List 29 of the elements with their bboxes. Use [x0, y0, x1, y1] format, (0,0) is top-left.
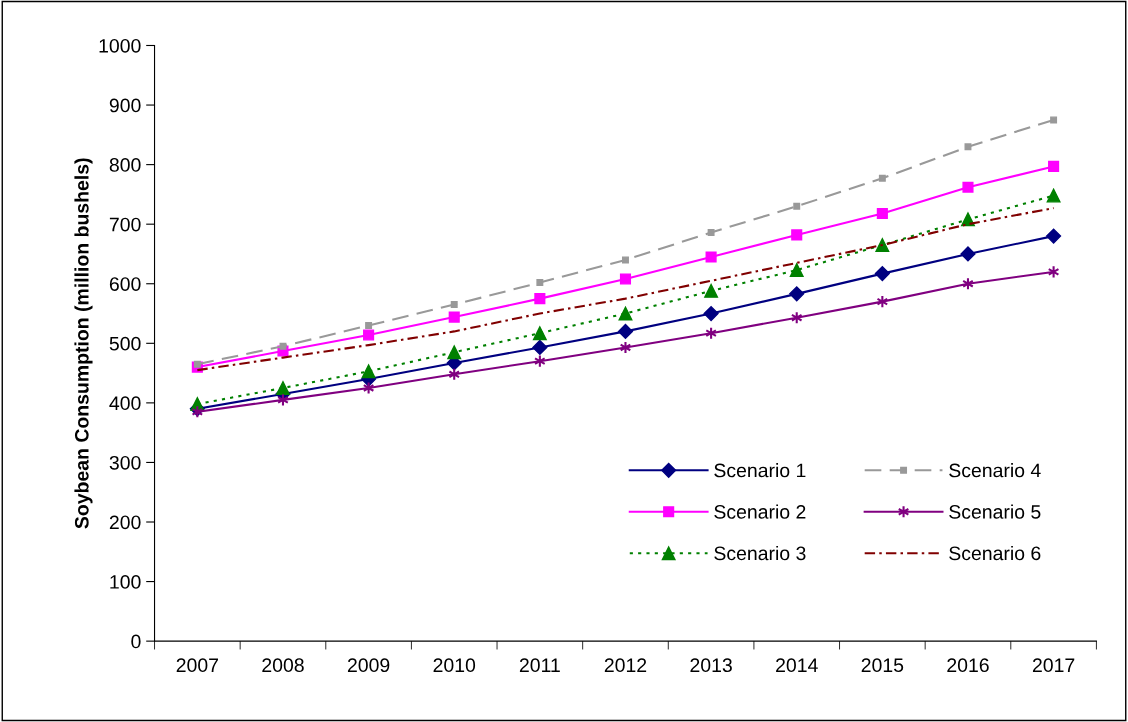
x-tick-label: 2015 [861, 658, 904, 673]
y-tick-label: 100 [110, 575, 141, 589]
y-tick-label: 500 [109, 336, 141, 351]
legend-label: Scenario 3 [714, 545, 806, 561]
x-tick-label: 2013 [690, 658, 732, 673]
x-tick-label: 2010 [433, 658, 476, 673]
x-tick-label: 2008 [262, 658, 304, 673]
y-tick-label: 900 [109, 98, 141, 113]
x-tick-label: 2007 [176, 658, 218, 673]
legend-label: Scenario 6 [949, 545, 1041, 561]
x-tick-label: 2014 [776, 658, 818, 673]
x-tick-label: 2017 [1032, 658, 1075, 673]
x-tick-label: 2009 [347, 658, 390, 673]
y-tick-label: 300 [109, 455, 141, 470]
y-tick-label: 700 [109, 217, 141, 232]
x-tick-label: 2012 [604, 658, 647, 673]
legend-label: Scenario 2 [714, 504, 806, 519]
legend-label: Scenario 5 [949, 504, 1041, 519]
legend-label: Scenario 1 [714, 463, 806, 478]
y-tick-label: 400 [109, 396, 141, 411]
y-tick-label: 200 [109, 515, 141, 530]
y-tick-label: 600 [109, 277, 141, 291]
legend-label: Scenario 4 [949, 463, 1041, 478]
y-tick-label: 800 [109, 158, 141, 172]
x-tick-label: 2011 [519, 658, 560, 673]
y-tick-label: 0 [131, 634, 141, 649]
y-tick-label: 1000 [99, 38, 141, 53]
x-tick-label: 2016 [947, 658, 989, 673]
y-axis-title: Soybean Consumption (million bushels) [74, 158, 93, 529]
